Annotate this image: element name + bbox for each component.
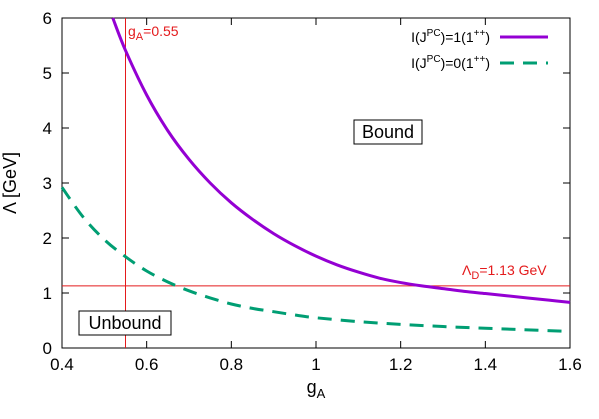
legend-label-isovector: I(JPC)=1(1++)	[411, 28, 490, 45]
unbound-label: Unbound	[88, 313, 161, 333]
legend-label-isoscalar: I(JPC)=0(1++)	[411, 54, 490, 71]
axis-ticks: 0.4 0.6 0.8 1 1.2 1.4 1.6 0 1 2 3 4 5 6	[43, 9, 582, 374]
x-axis-title: gA	[307, 377, 326, 401]
y-tick-label: 3	[43, 174, 52, 193]
x-tick-label: 1.6	[558, 355, 582, 374]
x-tick-label: 0.6	[135, 355, 159, 374]
x-tick-label: 0.4	[50, 355, 74, 374]
plot-frame	[61, 17, 571, 349]
y-tick-label: 4	[43, 119, 52, 138]
x-tick-label: 0.8	[220, 355, 244, 374]
x-tick-label: 1.2	[389, 355, 413, 374]
bound-label-box	[353, 119, 423, 145]
y-axis-title: Λ [GeV]	[0, 152, 20, 214]
lambda-d-annotation: ΛD=1.13 GeV	[462, 262, 547, 282]
series-line-isovector	[111, 17, 571, 304]
x-tick-label: 1.4	[474, 355, 498, 374]
y-tick-label: 1	[43, 284, 52, 303]
series-line-isoscalar	[60, 186, 571, 333]
bound-label: Bound	[362, 122, 414, 142]
y-tick-label: 2	[43, 229, 52, 248]
y-tick-label: 6	[43, 9, 52, 28]
legend: I(JPC)=1(1++) I(JPC)=0(1++)	[411, 28, 548, 71]
unbound-label-box	[78, 310, 172, 336]
y-tick-label: 0	[43, 339, 52, 358]
x-tick-label: 1	[311, 355, 320, 374]
y-tick-label: 5	[43, 64, 52, 83]
ga-annotation: gA=0.55	[128, 23, 179, 43]
